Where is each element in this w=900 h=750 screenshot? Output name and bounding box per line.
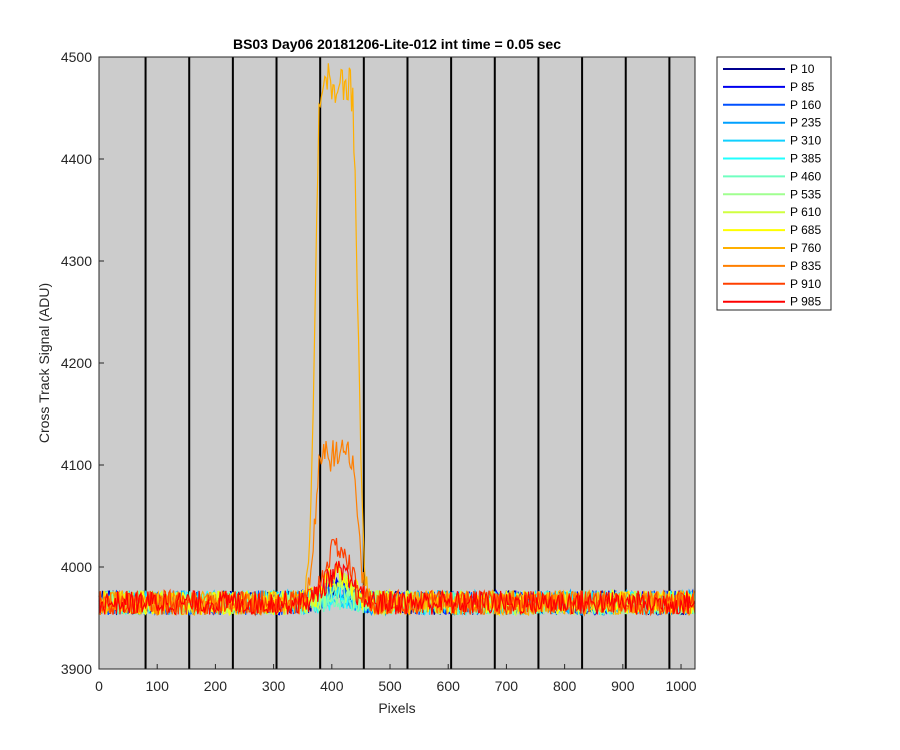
y-tick-label: 4200: [61, 355, 92, 371]
legend-label-5: P 385: [790, 152, 821, 166]
y-tick-label: 3900: [61, 661, 92, 677]
legend-label-12: P 910: [790, 277, 821, 291]
y-tick-label: 4400: [61, 151, 92, 167]
legend-label-9: P 685: [790, 223, 821, 237]
x-tick-label: 600: [437, 678, 461, 694]
x-tick-label: 800: [553, 678, 577, 694]
series-lines: [98, 63, 696, 617]
y-axis: 3900 4000 4100 4200 4300 4400 4500: [61, 49, 104, 677]
x-tick-label: 300: [262, 678, 286, 694]
legend-box: [716, 56, 832, 311]
legend-label-6: P 460: [790, 169, 821, 183]
x-tick-label: 100: [146, 678, 170, 694]
x-tick-label: 1000: [665, 678, 696, 694]
y-axis-label: Cross Track Signal (ADU): [36, 283, 52, 443]
y-tick-label: 4000: [61, 559, 92, 575]
legend-label-4: P 310: [790, 134, 821, 148]
x-tick-label: 400: [320, 678, 344, 694]
x-tick-label: 200: [204, 678, 228, 694]
x-tick-label: 900: [611, 678, 635, 694]
legend-label-0: P 10: [790, 62, 815, 76]
legend-label-11: P 835: [790, 259, 821, 273]
series-line-13: [98, 560, 696, 616]
chart-title: BS03 Day06 20181206-Lite-012 int time = …: [233, 36, 561, 52]
y-tick-label: 4300: [61, 253, 92, 269]
legend-label-2: P 160: [790, 98, 821, 112]
legend-label-10: P 760: [790, 241, 821, 255]
legend: P 10 P 85 P 160 P 235 P 310 P 385 P 460 P 535 P …: [716, 56, 832, 311]
legend-label-3: P 235: [790, 116, 821, 130]
y-tick-label: 4100: [61, 457, 92, 473]
legend-label-8: P 610: [790, 205, 821, 219]
legend-label-13: P 985: [790, 295, 821, 309]
x-tick-label: 500: [378, 678, 402, 694]
plot-background: [99, 57, 695, 669]
y-tick-label: 4500: [61, 49, 92, 65]
x-axis: 0 100 200 300 400 500 600 700 800 900 1000: [95, 664, 697, 694]
x-tick-label: 0: [95, 678, 103, 694]
x-axis-label: Pixels: [378, 700, 415, 716]
x-tick-label: 700: [495, 678, 519, 694]
vertical-lines: [144, 57, 671, 669]
legend-label-1: P 85: [790, 80, 815, 94]
legend-label-7: P 535: [790, 187, 821, 201]
